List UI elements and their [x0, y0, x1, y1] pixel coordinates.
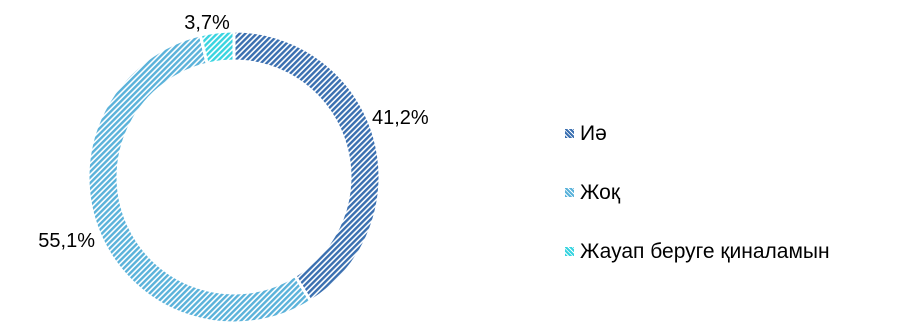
legend-label-no: Жоқ [580, 180, 621, 204]
label-yes: 41,2% [372, 107, 429, 129]
legend-label-yes: Иә [580, 121, 607, 145]
legend-item-yes: Иә [565, 104, 905, 163]
legend-item-undecided: Жауап беруге қиналамын [565, 222, 905, 281]
doughnut-chart: 41,2% 55,1% 3,7% [38, 12, 429, 325]
legend-swatch-undecided [565, 247, 574, 256]
label-no: 55,1% [38, 230, 95, 252]
legend: Иә Жоқ Жауап беруге қиналамын [565, 104, 905, 281]
legend-item-no: Жоқ [565, 163, 905, 222]
label-undecided: 3,7% [184, 12, 230, 34]
legend-swatch-yes [565, 129, 574, 138]
slice-yes [232, 29, 382, 304]
legend-swatch-no [565, 188, 574, 197]
slice-undecided [198, 29, 236, 66]
slice-no [86, 33, 313, 325]
legend-label-undecided: Жауап беруге қиналамын [580, 239, 830, 263]
